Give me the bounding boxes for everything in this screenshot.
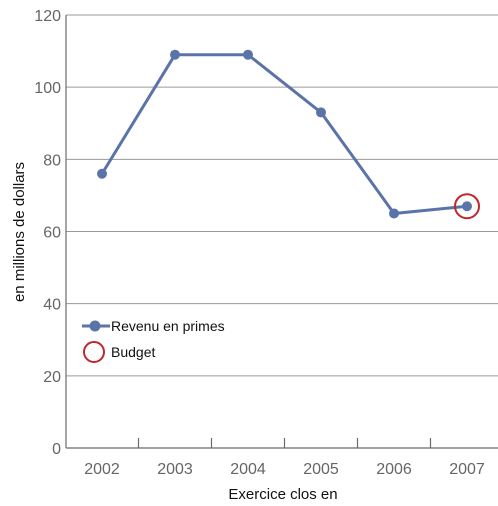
y-axis-title: en millions de dollars bbox=[11, 162, 28, 302]
x-tick-label-2005: 2005 bbox=[303, 461, 339, 478]
budget-highlight-marker bbox=[454, 193, 480, 220]
x-axis-title: Exercice clos en bbox=[228, 486, 337, 503]
data-point-2005 bbox=[316, 107, 326, 118]
y-tick-label-120: 120 bbox=[34, 8, 61, 25]
x-tick-label-2004: 2004 bbox=[230, 461, 266, 478]
series-revenue bbox=[97, 49, 480, 220]
series-line-0 bbox=[100, 53, 468, 215]
data-point-2006 bbox=[389, 208, 399, 219]
legend: Revenu en primes Budget bbox=[82, 318, 225, 363]
x-tick-label-2007: 2007 bbox=[449, 461, 485, 478]
data-point-2002 bbox=[97, 168, 107, 179]
y-tick-label-80: 80 bbox=[43, 152, 61, 169]
axes bbox=[65, 15, 498, 449]
y-tick-label-60: 60 bbox=[43, 225, 61, 242]
x-tick-label-2003: 2003 bbox=[157, 461, 193, 478]
gridlines bbox=[66, 14, 498, 377]
legend-series-marker bbox=[89, 320, 101, 332]
y-tick-label-100: 100 bbox=[34, 80, 61, 97]
x-tick-label-2006: 2006 bbox=[376, 461, 412, 478]
data-point-2007 bbox=[462, 201, 472, 212]
tick-labels: 0 20 40 60 80 100 120 2002 2003 2004 2005 2006 2007 bbox=[34, 8, 485, 478]
data-point-2004 bbox=[243, 49, 253, 60]
y-tick-label-20: 20 bbox=[43, 369, 61, 386]
y-tick-label-40: 40 bbox=[43, 297, 61, 314]
x-tick-label-2002: 2002 bbox=[84, 461, 120, 478]
y-tick-label-0: 0 bbox=[52, 441, 61, 458]
legend-budget-marker bbox=[83, 341, 105, 363]
legend-budget-label: Budget bbox=[111, 344, 155, 360]
legend-series-label: Revenu en primes bbox=[111, 318, 225, 334]
data-point-2003 bbox=[170, 49, 180, 60]
